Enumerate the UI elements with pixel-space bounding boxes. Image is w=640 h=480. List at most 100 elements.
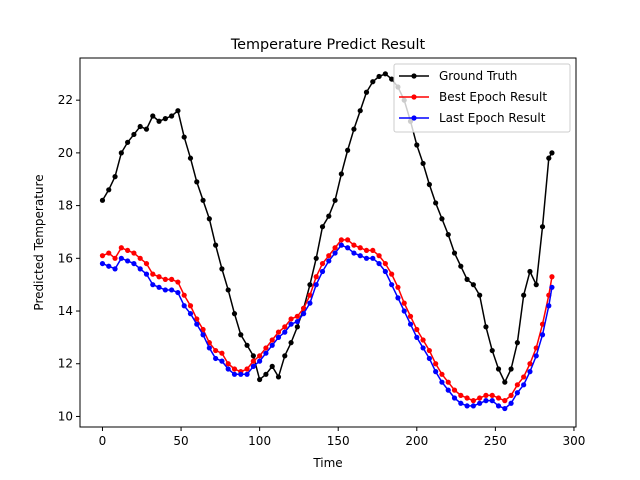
y-tick-label: 16 <box>58 251 73 265</box>
data-point-last-epoch-result <box>257 358 263 364</box>
legend-label-best-epoch-result: Best Epoch Result <box>439 90 547 104</box>
data-point-last-epoch-result <box>426 355 432 362</box>
data-point-ground-truth <box>549 150 555 156</box>
data-point-ground-truth <box>313 255 319 261</box>
y-tick-label: 18 <box>58 199 73 213</box>
legend-box <box>393 63 571 133</box>
data-point-last-epoch-result <box>150 282 156 288</box>
data-point-ground-truth <box>213 242 219 248</box>
data-point-best-epoch-result <box>363 247 370 254</box>
data-point-last-epoch-result <box>338 242 344 248</box>
data-point-best-epoch-result <box>106 250 112 256</box>
data-point-ground-truth <box>288 340 294 346</box>
data-point-last-epoch-result <box>351 250 357 256</box>
data-point-best-epoch-result <box>244 366 250 372</box>
data-point-ground-truth <box>156 118 162 124</box>
data-point-last-epoch-result <box>137 266 143 272</box>
data-point-best-epoch-result <box>99 253 106 259</box>
data-point-ground-truth <box>357 108 363 114</box>
data-point-ground-truth <box>382 71 388 77</box>
data-point-ground-truth <box>275 374 282 380</box>
data-point-best-epoch-result <box>502 398 508 404</box>
data-point-best-epoch-result <box>514 382 520 388</box>
x-tick-label: 50 <box>173 434 188 448</box>
data-point-best-epoch-result <box>175 279 181 285</box>
data-point-ground-truth <box>433 200 439 206</box>
data-point-best-epoch-result <box>150 271 156 277</box>
x-tick-label: 100 <box>248 434 271 448</box>
x-axis-title: Time <box>312 456 342 470</box>
data-point-best-epoch-result <box>250 358 256 364</box>
data-point-best-epoch-result <box>156 274 162 280</box>
data-point-ground-truth <box>169 113 175 119</box>
data-point-last-epoch-result <box>125 258 131 264</box>
data-point-ground-truth <box>257 376 263 383</box>
data-point-ground-truth <box>521 292 527 298</box>
data-point-best-epoch-result <box>288 316 294 322</box>
data-point-last-epoch-result <box>200 332 206 338</box>
data-point-best-epoch-result <box>131 250 137 256</box>
data-point-last-epoch-result <box>458 400 464 406</box>
data-point-best-epoch-result <box>257 353 263 359</box>
y-tick-label: 20 <box>58 146 73 160</box>
data-point-ground-truth <box>533 282 539 288</box>
data-point-ground-truth <box>414 142 420 148</box>
data-point-last-epoch-result <box>269 342 275 348</box>
data-point-ground-truth <box>294 324 300 330</box>
data-point-last-epoch-result <box>225 366 231 372</box>
data-point-best-epoch-result <box>213 347 219 354</box>
data-point-ground-truth <box>351 126 357 132</box>
data-point-best-epoch-result <box>194 316 200 322</box>
data-point-ground-truth <box>508 366 514 372</box>
data-point-last-epoch-result <box>332 250 338 256</box>
data-point-last-epoch-result <box>445 387 451 393</box>
data-point-best-epoch-result <box>357 245 363 251</box>
data-point-last-epoch-result <box>414 334 420 340</box>
data-point-last-epoch-result <box>181 303 187 309</box>
data-point-last-epoch-result <box>514 390 520 396</box>
data-point-best-epoch-result <box>470 398 476 404</box>
data-point-best-epoch-result <box>389 271 395 277</box>
x-axis: 0 50 100 150 200 250 300 <box>99 427 585 448</box>
data-point-ground-truth <box>244 342 250 348</box>
data-point-last-epoch-result <box>433 369 439 375</box>
data-point-last-epoch-result <box>464 403 470 409</box>
data-point-best-epoch-result <box>414 326 420 333</box>
data-point-best-epoch-result <box>143 260 150 267</box>
data-point-last-epoch-result <box>326 258 332 264</box>
data-point-best-epoch-result <box>495 395 502 401</box>
data-point-last-epoch-result <box>169 287 175 293</box>
data-point-ground-truth <box>150 113 156 119</box>
data-point-last-epoch-result <box>470 403 476 409</box>
data-point-best-epoch-result <box>483 392 489 398</box>
data-point-last-epoch-result <box>156 284 162 290</box>
data-point-last-epoch-result <box>483 398 489 404</box>
data-point-last-epoch-result <box>439 379 445 385</box>
data-point-ground-truth <box>231 311 238 317</box>
data-point-last-epoch-result <box>175 289 181 296</box>
data-point-best-epoch-result <box>382 260 388 267</box>
data-point-last-epoch-result <box>162 287 168 293</box>
data-point-best-epoch-result <box>125 247 131 254</box>
data-point-ground-truth <box>420 160 426 167</box>
data-point-ground-truth <box>477 292 483 298</box>
data-point-last-epoch-result <box>106 263 112 269</box>
data-point-best-epoch-result <box>527 361 533 367</box>
data-point-last-epoch-result <box>187 311 194 317</box>
data-point-best-epoch-result <box>489 392 495 398</box>
data-point-last-epoch-result <box>407 321 414 327</box>
data-point-last-epoch-result <box>495 403 502 409</box>
data-point-last-epoch-result <box>489 398 495 404</box>
data-point-last-epoch-result <box>533 353 539 359</box>
y-axis: 10 12 14 16 18 20 22 <box>58 93 80 423</box>
data-point-last-epoch-result <box>288 321 294 327</box>
chart-title: Temperature Predict Result <box>230 37 426 53</box>
data-point-last-epoch-result <box>313 282 319 288</box>
x-tick-label: 250 <box>484 434 507 448</box>
data-point-ground-truth <box>363 89 370 95</box>
data-point-last-epoch-result <box>521 382 527 388</box>
data-point-last-epoch-result <box>263 350 269 356</box>
data-point-last-epoch-result <box>275 334 282 340</box>
data-point-best-epoch-result <box>426 347 432 354</box>
